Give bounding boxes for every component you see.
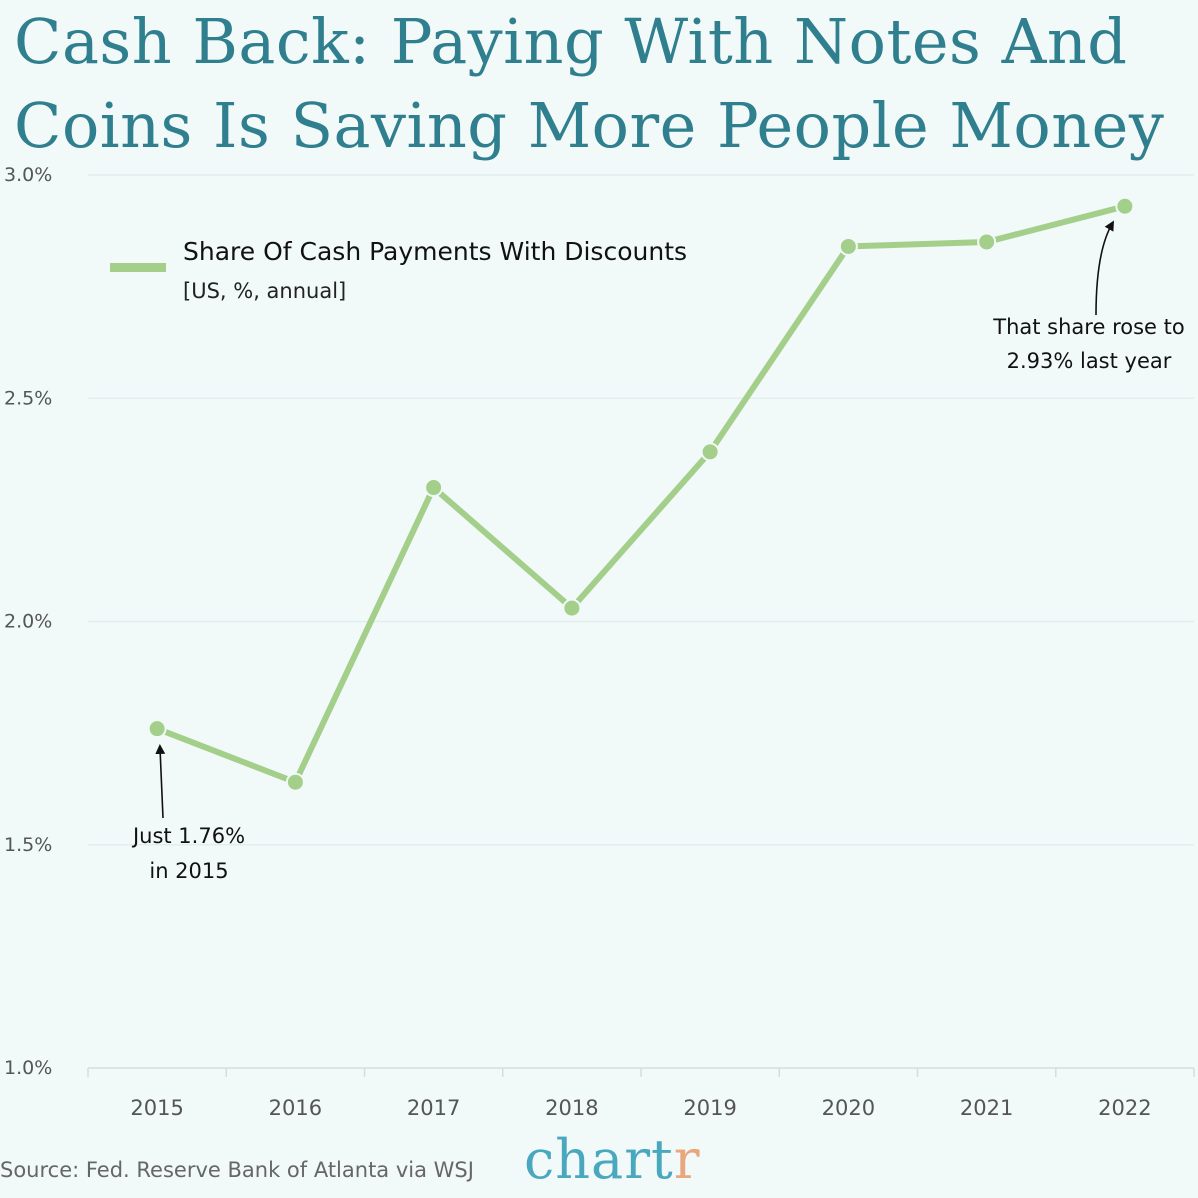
legend-sublabel: [US, %, annual] — [183, 279, 346, 303]
brand-logo: chartr — [524, 1128, 701, 1191]
y-tick-label: 2.0% — [4, 611, 52, 633]
x-axis: 2015 2016 2017 2018 2019 2020 2021 2022 — [87, 1067, 1195, 1120]
legend: Share Of Cash Payments With Discounts [U… — [110, 237, 687, 303]
annotation-arrow-2022 — [1095, 220, 1114, 316]
x-tick-label: 2016 — [269, 1096, 322, 1120]
x-tick-label: 2019 — [683, 1096, 736, 1120]
x-tick-label: 2018 — [545, 1096, 598, 1120]
data-point-2020 — [838, 236, 858, 256]
annotation-2015-line-1: Just 1.76% — [131, 824, 245, 848]
y-tick-label: 1.5% — [4, 834, 52, 856]
y-axis: 1.0% 1.5% 2.0% 2.5% 3.0% — [4, 164, 52, 1079]
brand-accent: r — [673, 1128, 701, 1191]
annotation-2022-line-2: 2.93% last year — [1007, 349, 1172, 373]
y-tick-label: 1.0% — [4, 1057, 52, 1079]
data-point-2016 — [285, 772, 305, 792]
data-series — [147, 196, 1135, 792]
chart-title-line-2: Coins Is Saving More People Money — [14, 89, 1165, 162]
source-note: Source: Fed. Reserve Bank of Atlanta via… — [0, 1158, 474, 1182]
data-point-2021 — [977, 232, 997, 252]
gridlines — [88, 174, 1194, 846]
annotation-2022-line-1: That share rose to — [992, 315, 1184, 339]
annotation-2022: That share rose to 2.93% last year — [992, 220, 1185, 373]
chart-title: Cash Back: Paying With Notes And Coins I… — [14, 0, 1198, 168]
x-tick-label: 2020 — [822, 1096, 875, 1120]
legend-swatch — [110, 263, 166, 272]
chart-title-line-1: Cash Back: Paying With Notes And — [14, 5, 1128, 78]
data-point-2018 — [562, 598, 582, 618]
x-tick-label: 2022 — [1098, 1096, 1151, 1120]
data-point-2015 — [147, 719, 167, 739]
y-tick-label: 3.0% — [4, 164, 52, 186]
annotation-arrow-2015 — [155, 744, 166, 819]
data-point-2022 — [1115, 196, 1135, 216]
data-point-2017 — [424, 478, 444, 498]
series-line — [154, 203, 1128, 786]
legend-label: Share Of Cash Payments With Discounts — [183, 237, 687, 266]
annotation-2015: Just 1.76% in 2015 — [131, 744, 245, 883]
x-tick-label: 2015 — [130, 1096, 183, 1120]
data-point-2019 — [700, 442, 720, 462]
annotation-2015-line-2: in 2015 — [149, 859, 228, 883]
series-points — [147, 196, 1135, 792]
x-tick-label: 2017 — [407, 1096, 460, 1120]
x-tick-label: 2021 — [960, 1096, 1013, 1120]
y-tick-label: 2.5% — [4, 387, 52, 409]
brand-main: chart — [524, 1128, 674, 1191]
